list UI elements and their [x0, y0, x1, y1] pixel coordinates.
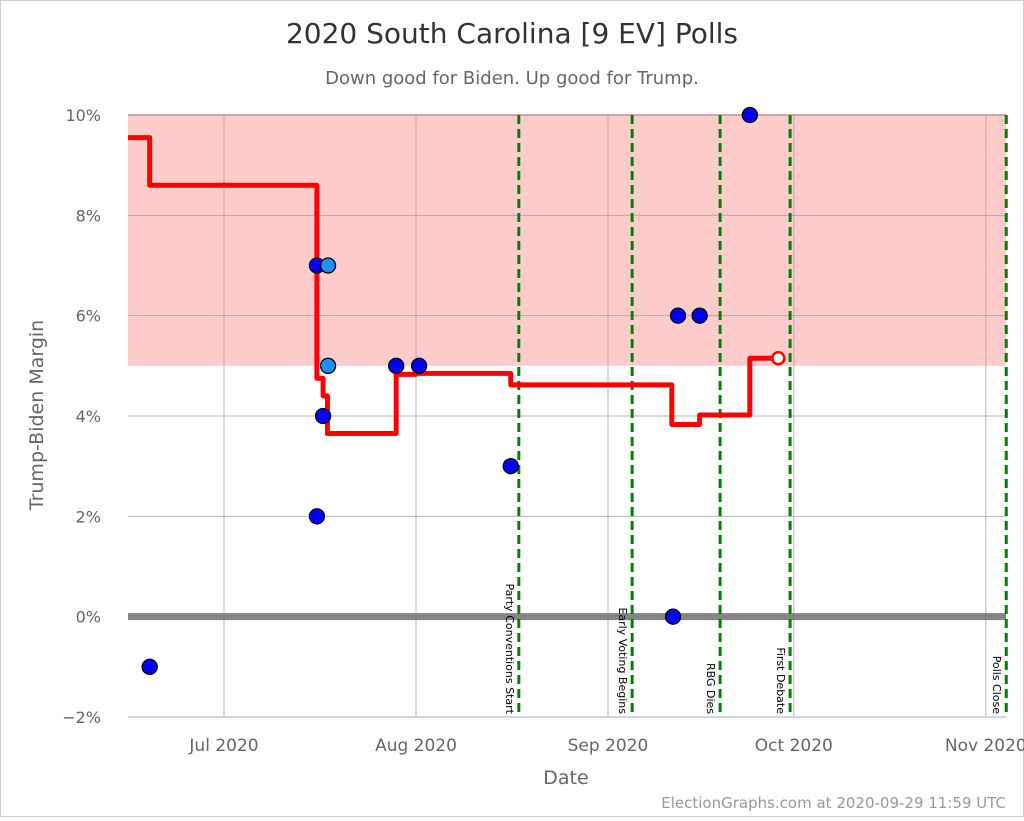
y-tick-label: 4% [76, 407, 101, 426]
poll-point [410, 357, 428, 374]
event-label: Early Voting Begins [616, 607, 629, 714]
event-label: Party Conventions Start [503, 583, 516, 714]
y-tick-label: 10% [65, 106, 101, 125]
shaded-band [128, 115, 1006, 366]
poll-point [741, 106, 758, 124]
y-tick-label: 0% [76, 608, 101, 627]
poll-point [141, 658, 158, 675]
y-tick-label: 8% [76, 206, 101, 225]
poll-point [319, 257, 337, 274]
x-tick-label: Oct 2020 [755, 736, 833, 756]
y-tick-label: 6% [76, 307, 101, 326]
poll-point [669, 307, 687, 324]
chart-title: 2020 South Carolina [9 EV] Polls [286, 17, 738, 50]
x-tick-label: Aug 2020 [375, 736, 457, 756]
event-label: Polls Close [990, 656, 1003, 715]
x-tick-label: Sep 2020 [568, 736, 649, 756]
credit-text: ElectionGraphs.com at 2020-09-29 11:59 U… [661, 794, 1006, 812]
y-tick-label: −2% [62, 708, 101, 727]
average-end-marker [771, 351, 786, 366]
x-tick-label: Nov 2020 [945, 736, 1024, 756]
poll-point [691, 307, 708, 324]
average-line [128, 135, 779, 437]
poll-point [319, 357, 337, 374]
x-axis-label: Date [543, 767, 588, 789]
poll-point [314, 407, 332, 425]
y-tick-label: 2% [76, 507, 101, 526]
event-label: First Debate [774, 647, 787, 714]
x-tick-label: Jul 2020 [188, 736, 258, 756]
y-axis-label: Trump-Biden Margin [26, 320, 48, 511]
poll-point [502, 458, 519, 475]
poll-point [664, 608, 682, 625]
poll-point [388, 357, 405, 374]
poll-point [308, 508, 326, 525]
chart-subtitle: Down good for Biden. Up good for Trump. [325, 68, 699, 89]
plot-area: −2% 0% 2% 4% 6% 8% 10% Jul 2020 Aug 2020 Sep 2020… [62, 106, 1024, 756]
event-label: RBG Dies [704, 663, 717, 714]
